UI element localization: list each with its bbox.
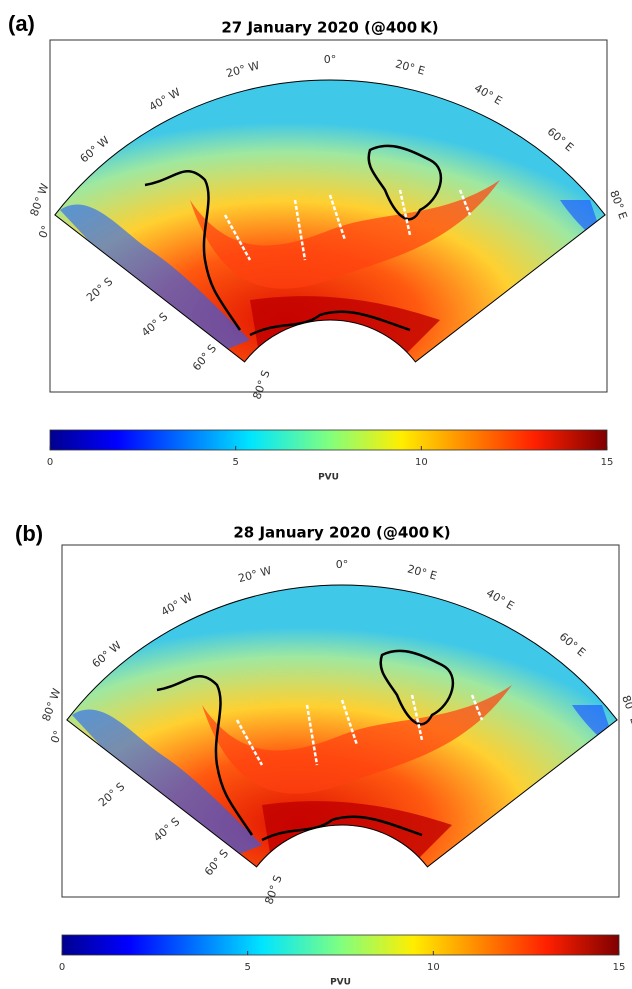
longitude-label: 80° E: [619, 694, 632, 727]
coast: [261, 815, 423, 842]
flight-track: [235, 719, 264, 766]
colorbar-label: PVU: [330, 978, 351, 986]
flight-track: [223, 214, 252, 261]
coast: [379, 649, 454, 726]
flight-track: [293, 199, 307, 261]
filament: [202, 685, 512, 794]
coast: [156, 675, 254, 836]
flight-track: [398, 189, 412, 236]
longitude-label: 80° W: [28, 182, 52, 218]
panel: 27 January 2020 (@400 K)80° W60° W40° W2…: [28, 19, 630, 483]
filament: [560, 200, 606, 260]
colorbar-tick-label: 10: [415, 457, 428, 468]
map-features: [60, 144, 606, 360]
panel-label: (a): [8, 11, 35, 36]
panel-title: 27 January 2020 (@400 K): [221, 19, 438, 37]
panel-title: 28 January 2020 (@400 K): [233, 524, 450, 542]
colorbar: [61, 934, 620, 956]
coast: [367, 144, 442, 221]
longitude-label: 80° E: [607, 189, 629, 222]
colorbar: [49, 429, 608, 451]
flight-track: [328, 194, 347, 241]
coast: [144, 170, 242, 331]
flight-track: [340, 699, 359, 746]
colorbar-tick-label: 10: [427, 962, 440, 973]
latitude-label: 0°: [48, 729, 64, 745]
filament: [72, 709, 262, 865]
panel: 28 January 2020 (@400 K)80° W60° W40° W2…: [40, 524, 632, 988]
flight-track: [458, 189, 472, 216]
filament: [60, 204, 250, 360]
colorbar-tick-label: 0: [59, 962, 65, 973]
colorbar-tick-label: 0: [47, 457, 53, 468]
flight-track: [470, 694, 484, 721]
colorbar-tick-label: 15: [601, 457, 614, 468]
filament: [572, 705, 618, 765]
longitude-label: 0°: [336, 558, 349, 571]
map-outline: [66, 584, 618, 868]
flight-track: [410, 694, 424, 741]
panel-label: (b): [15, 521, 43, 546]
colorbar-tick-label: 5: [232, 457, 238, 468]
map-outline: [54, 79, 606, 363]
colorbar-tick-label: 15: [613, 962, 626, 973]
longitude-label: 80° W: [40, 687, 64, 723]
colorbar-tick-label: 5: [244, 962, 250, 973]
colorbar-label: PVU: [318, 473, 339, 483]
flight-track: [305, 704, 319, 766]
coast: [249, 310, 411, 337]
filament: [190, 180, 500, 289]
latitude-label: 0°: [36, 224, 52, 240]
longitude-label: 0°: [324, 53, 337, 66]
